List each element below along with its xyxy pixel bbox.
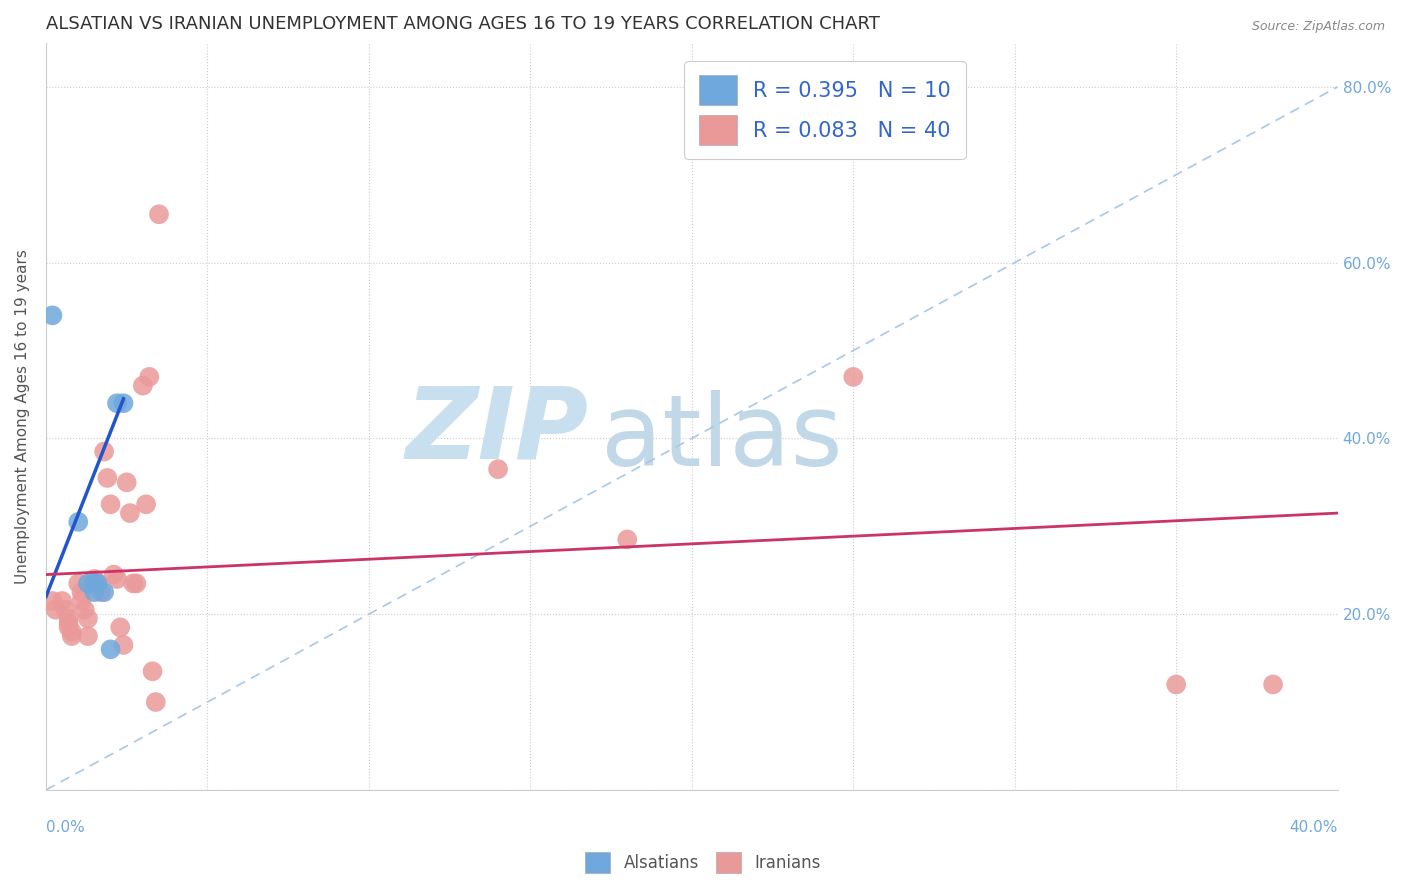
Point [1166, 677, 1188, 691]
Point [58, 615, 80, 630]
Point [77, 611, 100, 625]
Point [90, 585, 112, 599]
Point [148, 207, 170, 221]
Point [100, 642, 122, 657]
Point [70, 585, 93, 599]
Point [138, 369, 160, 384]
Point [96, 471, 118, 485]
Point [135, 497, 157, 511]
Text: ALSATIAN VS IRANIAN UNEMPLOYMENT AMONG AGES 16 TO 19 YEARS CORRELATION CHART: ALSATIAN VS IRANIAN UNEMPLOYMENT AMONG A… [46, 15, 880, 33]
Point [115, 475, 138, 490]
Text: ZIP: ZIP [405, 383, 589, 480]
Point [83, 585, 105, 599]
Point [86, 576, 108, 591]
Point [86, 576, 108, 591]
Legend: R = 0.395   N = 10, R = 0.083   N = 40: R = 0.395 N = 10, R = 0.083 N = 40 [685, 61, 966, 160]
Y-axis label: Unemployment Among Ages 16 to 19 years: Unemployment Among Ages 16 to 19 years [15, 249, 30, 584]
Point [83, 576, 105, 591]
Point [105, 572, 128, 586]
Point [58, 620, 80, 634]
Point [70, 594, 93, 608]
Point [77, 576, 100, 591]
Legend: Alsatians, Iranians: Alsatians, Iranians [579, 846, 827, 880]
Point [616, 533, 638, 547]
Point [41, 309, 63, 323]
Text: Source: ZipAtlas.com: Source: ZipAtlas.com [1251, 20, 1385, 33]
Point [73, 603, 96, 617]
Point [132, 378, 155, 392]
Point [45, 603, 67, 617]
Point [67, 576, 90, 591]
Point [103, 567, 125, 582]
Point [51, 594, 73, 608]
Point [118, 506, 141, 520]
Text: 40.0%: 40.0% [1289, 820, 1337, 835]
Point [60, 629, 83, 643]
Point [125, 576, 148, 591]
Point [1261, 677, 1284, 691]
Point [60, 624, 83, 639]
Point [41, 594, 63, 608]
Point [122, 576, 145, 591]
Point [77, 629, 100, 643]
Point [53, 603, 76, 617]
Text: 0.0%: 0.0% [46, 820, 84, 835]
Point [486, 462, 509, 476]
Point [842, 369, 865, 384]
Point [145, 695, 167, 709]
Point [112, 396, 135, 410]
Point [141, 665, 163, 679]
Point [100, 497, 122, 511]
Point [58, 611, 80, 625]
Point [105, 396, 128, 410]
Point [93, 585, 115, 599]
Point [67, 515, 90, 529]
Point [93, 444, 115, 458]
Point [83, 572, 105, 586]
Point [112, 638, 135, 652]
Point [110, 620, 132, 634]
Text: atlas: atlas [602, 391, 844, 487]
